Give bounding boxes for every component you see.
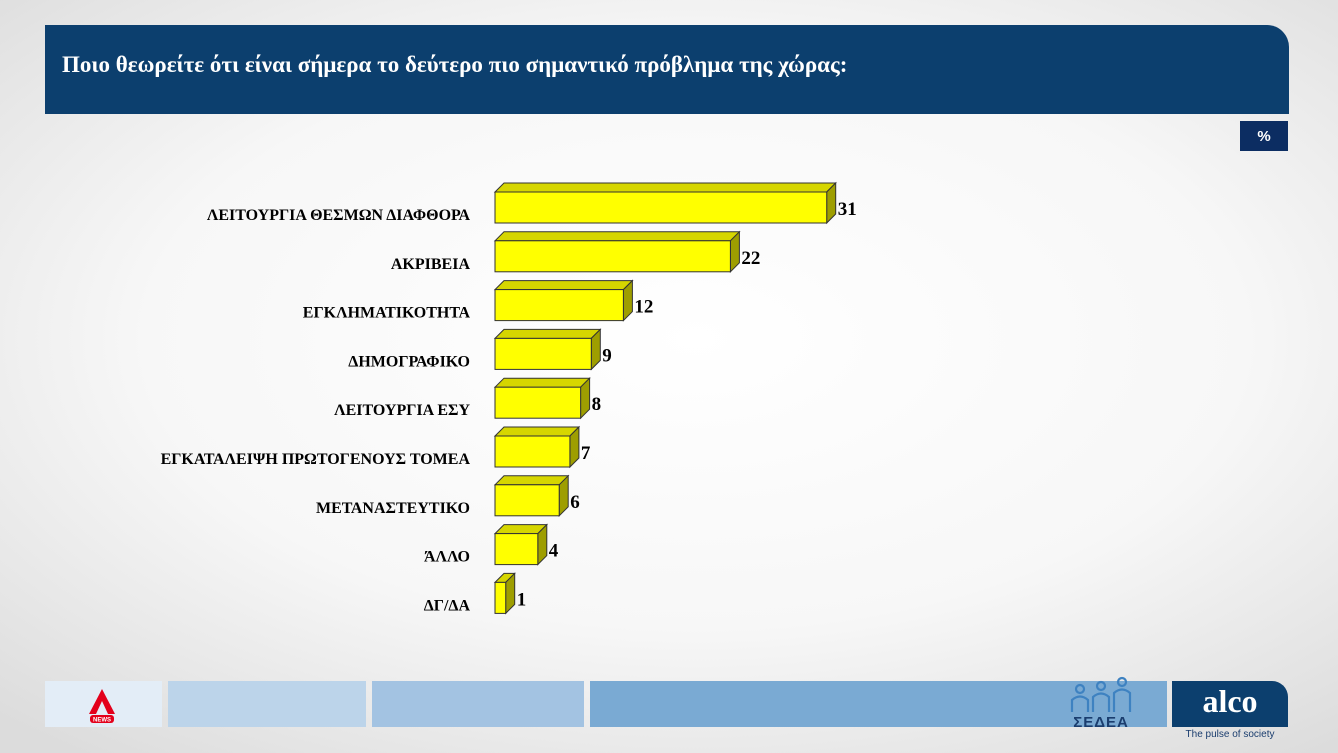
bar (494, 533, 539, 566)
data-label: 4 (549, 541, 559, 562)
category-label: ΛΕΙΤΟΥΡΓΙΑ ΕΣΥ (334, 402, 470, 419)
bar-top-face (493, 328, 602, 339)
bar (494, 386, 582, 419)
svg-text:NEWS: NEWS (93, 718, 111, 724)
category-label: ΕΓΚΑΤΑΛΕΙΨΗ ΠΡΩΤΟΓΕΝΟΥΣ ΤΟΜΕΑ (161, 451, 471, 468)
bar (494, 289, 624, 322)
bar-top-face (493, 280, 634, 291)
category-label: ΛΕΙΤΟΥΡΓΙΑ ΘΕΣΜΩΝ ΔΙΑΦΘΟΡΑ (207, 207, 471, 224)
alco-logo: alco (1172, 681, 1288, 727)
bar (494, 337, 592, 370)
category-label: ΆΛΛΟ (424, 549, 470, 566)
data-label: 31 (838, 199, 857, 220)
bar-top-face (493, 426, 581, 437)
data-label: 1 (517, 589, 527, 610)
bar-top-face (493, 231, 741, 242)
page-title: Ποιο θεωρείτε ότι είναι σήμερα το δεύτερ… (62, 51, 848, 77)
data-label: 6 (570, 492, 580, 513)
bar (494, 484, 560, 517)
data-label: 22 (741, 248, 760, 269)
category-label: ΔΓ/ΔΑ (424, 597, 471, 614)
header-banner: Ποιο θεωρείτε ότι είναι σήμερα το δεύτερ… (45, 25, 1289, 114)
alco-tagline: The pulse of society (1185, 729, 1275, 740)
bar-top-face (493, 182, 837, 193)
data-label: 9 (602, 345, 612, 366)
footer-block-3 (372, 681, 584, 727)
bar (494, 191, 828, 224)
alpha-news-logo: NEWS (89, 689, 115, 724)
category-label: ΜΕΤΑΝΑΣΤΕΥΤΙΚΟ (316, 500, 470, 517)
alco-label: alco (1202, 682, 1258, 719)
unit-badge: % (1240, 121, 1288, 151)
sedea-logo-icon (1070, 676, 1132, 712)
bar-top-face (493, 475, 570, 486)
footer-block-2 (168, 681, 366, 727)
sedea-label: ΣΕΔΕΑ (1073, 714, 1129, 731)
bar (494, 581, 507, 614)
footer-block-4 (590, 681, 1167, 727)
data-label: 8 (592, 394, 602, 415)
bar-top-face (493, 377, 591, 388)
bar (494, 240, 731, 273)
data-label: 12 (634, 297, 653, 318)
bar (494, 435, 571, 468)
data-label: 7 (581, 443, 591, 464)
category-label: ΑΚΡΙΒΕΙΑ (391, 256, 471, 273)
category-label: ΕΓΚΛΗΜΑΤΙΚΟΤΗΤΑ (303, 305, 471, 322)
category-label: ΔΗΜΟΓΡΑΦΙΚΟ (348, 353, 470, 370)
